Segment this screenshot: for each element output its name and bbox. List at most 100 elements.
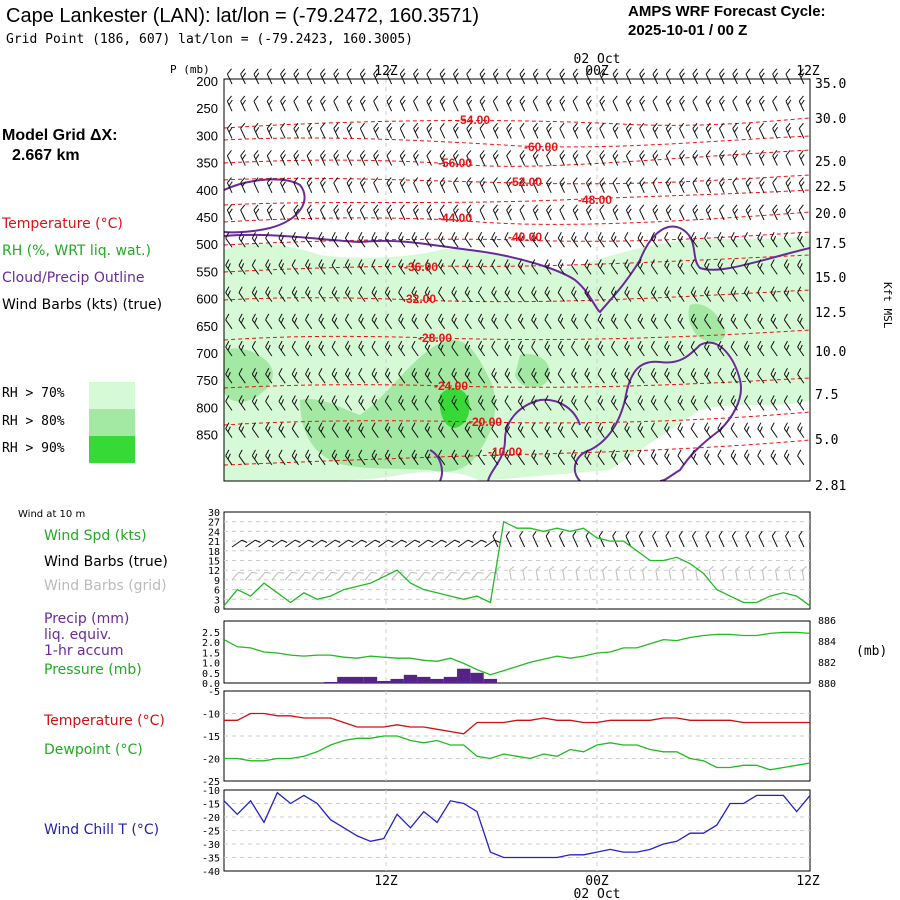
axis-tick-label: -20 [202,755,220,766]
barbs-grid-label: Wind Barbs (grid) [44,578,167,594]
wind-barb-10m [665,531,672,548]
wind-barb [398,259,406,275]
wind-barb [464,368,472,384]
wind-barb [226,177,233,194]
wind-barb [251,368,260,384]
wind-barb [650,286,659,302]
wind-barb [333,204,340,221]
wind-barb [743,340,752,357]
wind-barb-grid [615,565,621,581]
windchill-line [223,791,811,859]
wind-barb [293,177,299,194]
wind-barb [477,259,486,275]
wind-barb [717,422,725,438]
wind-barb [572,177,579,194]
wind-barb [319,122,326,139]
wind-barb-grid [495,565,501,581]
wind-barb [318,313,326,330]
wind-barb [546,177,552,194]
wind-barb [266,68,273,85]
wind-barb [413,204,419,221]
wind-barb [399,177,406,194]
wind-barb [504,313,512,330]
axis-tick-label: -25 [202,827,220,838]
wind-barb [677,422,685,438]
wind-barb [610,259,619,275]
wind-barb [477,286,486,302]
wind-barb [426,95,433,112]
wind-barb-10m [457,539,474,548]
wind-barb [479,68,486,85]
cross-section-grid [385,79,598,481]
precip-bar [403,674,418,683]
wind-barb [797,395,805,411]
wind-barb [506,68,512,85]
wind-barb-grid [708,565,714,581]
wind-barb [770,286,778,302]
wind-barb [797,286,805,302]
wind-barb [438,286,446,302]
wind-barb [677,395,685,411]
wind-barb [571,449,579,466]
wind-barb [637,368,645,384]
wind-barb [597,313,605,330]
wind-barb [398,422,406,438]
wind-barb-10m [652,531,659,548]
wind-barb-grid [324,571,338,581]
wind-barb [599,95,606,112]
wind-barb [371,340,379,357]
wind-barb [466,204,473,221]
wind-barb [730,313,738,330]
wind-barb [305,395,313,411]
wind-speed-label: Wind Spd (kts) [44,528,147,544]
wind-barb [251,313,260,330]
wind-barb [652,68,659,85]
time-tick-label: 12Z [374,874,398,889]
wind-barb [506,150,512,166]
legend-rh90: RH > 90% [2,441,65,456]
kft-tick-label: 15.0 [815,271,846,286]
wind-barb [757,340,765,357]
wind-barb [280,177,286,194]
contour-label: -20.00 [468,415,502,429]
wind-barb [306,122,313,139]
wind-barb [625,150,632,166]
wind-barb [650,259,659,275]
wind-barb [557,259,565,275]
wind-barb [612,177,619,194]
wind-barb-grid [602,565,608,581]
wind-barb-10m [731,531,738,548]
wind-barb [253,204,260,221]
wind-barb [650,313,659,330]
wind-barb [253,122,260,139]
wind-barb [546,150,552,166]
wind-barb [384,422,393,438]
wind-barb [692,150,699,166]
wind-barb [797,422,805,438]
wind-barb [585,204,592,221]
wind-barb [291,422,299,438]
wind-barb [757,286,765,302]
wind-barb [280,150,286,166]
wind-barb [557,313,565,330]
axis-tick-label: 880 [818,679,836,690]
wind-barb [426,204,433,221]
wind-barb [238,368,246,384]
pressure-tick-label: 600 [196,292,218,307]
wind-barb [557,340,565,357]
wind-barb [624,368,632,384]
wind-barb-grid [231,571,245,581]
wind-barb [732,204,739,221]
wind-barb [519,204,526,221]
wind-barb [531,449,539,466]
wind-barb [413,68,419,85]
wind-barb [705,95,712,112]
wind-barb [225,395,233,411]
precip-panel-frame [223,620,811,684]
wind-barb [532,95,539,112]
wind-barb [386,204,393,221]
wind-barb [664,449,672,466]
wind-barb [517,449,526,466]
time-axis-labels: 12Z 00Z 12Z 02 Oct 12Z 00Z 12Z 02 Oct [374,52,820,900]
wind-barb [730,232,738,248]
